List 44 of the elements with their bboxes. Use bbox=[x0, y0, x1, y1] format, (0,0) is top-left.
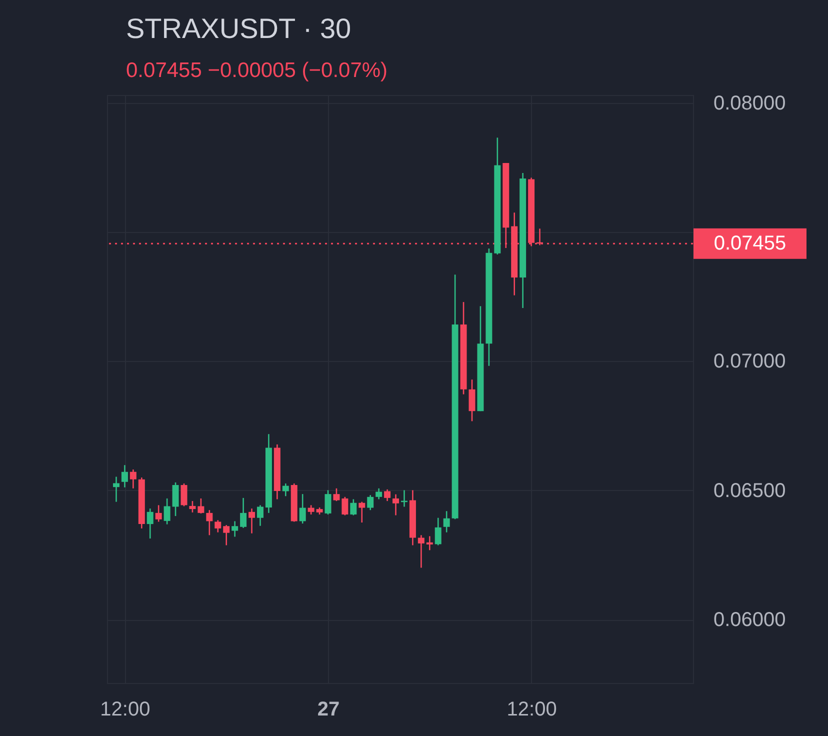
candlestick bbox=[248, 508, 256, 534]
candlestick bbox=[256, 504, 264, 527]
candlestick bbox=[350, 498, 357, 516]
candlestick bbox=[232, 520, 238, 538]
candlestick bbox=[443, 510, 450, 533]
candlestick bbox=[282, 482, 289, 497]
ref-line-label: 0.07455 bbox=[714, 232, 786, 255]
y-tick-label: 0.06500 bbox=[714, 480, 786, 502]
candlestick bbox=[112, 476, 120, 502]
candlestick bbox=[130, 468, 136, 490]
candlestick bbox=[376, 488, 382, 500]
candlestick bbox=[223, 524, 230, 546]
candlestick bbox=[172, 482, 179, 517]
candlestick bbox=[342, 496, 348, 516]
candlestick bbox=[392, 494, 400, 516]
candlestick bbox=[155, 504, 162, 522]
candlestick bbox=[214, 520, 222, 533]
candlestick bbox=[198, 498, 204, 514]
candlestick bbox=[180, 482, 188, 507]
candlestick bbox=[333, 488, 340, 502]
candlestick bbox=[367, 494, 374, 511]
candlestick bbox=[206, 509, 213, 536]
candlestick bbox=[299, 493, 306, 524]
candlestick bbox=[240, 497, 247, 529]
candlestick bbox=[434, 517, 442, 546]
chart-title: STRAXUSDT · 30 bbox=[126, 12, 352, 44]
candlestick bbox=[358, 501, 366, 524]
y-tick-label: 0.08000 bbox=[714, 92, 786, 114]
candlestick bbox=[418, 534, 424, 568]
x-tick-label: 12:00 bbox=[100, 698, 150, 720]
candlestick bbox=[189, 500, 196, 514]
candlestick bbox=[146, 508, 154, 540]
x-tick-label: 27 bbox=[317, 698, 340, 720]
candlestick bbox=[164, 498, 170, 525]
candlestick bbox=[426, 536, 433, 551]
candlestick bbox=[468, 378, 476, 422]
chart-subtitle: 0.07455 −0.00005 (−0.07%) bbox=[126, 58, 388, 82]
y-tick-label: 0.06000 bbox=[714, 609, 786, 632]
candlestick bbox=[384, 488, 391, 502]
candlestick bbox=[324, 490, 332, 516]
x-tick-label: 12:00 bbox=[506, 698, 557, 720]
candlestick bbox=[308, 504, 314, 516]
y-tick-label: 0.07000 bbox=[714, 350, 786, 373]
candlestick bbox=[121, 464, 128, 488]
